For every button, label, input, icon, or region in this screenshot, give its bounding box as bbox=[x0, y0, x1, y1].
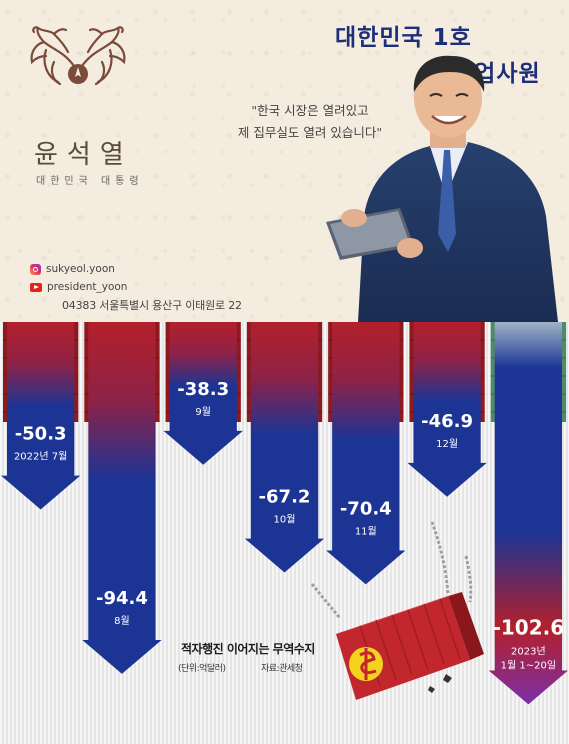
bar-arrow-2 bbox=[82, 322, 162, 674]
bar-arrow-5 bbox=[326, 322, 406, 585]
bar-value-label: -70.4 bbox=[340, 499, 392, 520]
youtube-icon bbox=[30, 282, 42, 292]
shipping-container-illustration bbox=[310, 521, 484, 700]
bar-category-label: 9월 bbox=[195, 406, 211, 418]
chart-title: 적자행진 이어지는 무역수지 bbox=[181, 642, 315, 656]
chart-unit-label: (단위:억달러) bbox=[178, 664, 226, 674]
bar-category-label: 2022년 7월 bbox=[14, 451, 67, 463]
bar-arrow-1 bbox=[1, 322, 81, 510]
address: 04383 서울특별시 용산구 이태원로 22 bbox=[62, 299, 242, 312]
bar-category-label: 12월 bbox=[436, 438, 458, 450]
bar-category-label: 2023년 bbox=[511, 646, 546, 658]
bar-value-label: -46.9 bbox=[421, 411, 473, 432]
trade-balance-chart-svg: -50.3 2022년 7월 -94.4 8월 -38.3 9월 -67.2 10월 -70.4… bbox=[1, 322, 568, 705]
bar-arrow-6 bbox=[407, 322, 487, 497]
bar-category-label: 10월 bbox=[274, 514, 296, 526]
chart-source-label: 자료:관세청 bbox=[261, 664, 303, 674]
bar-value-label: -67.2 bbox=[259, 487, 311, 508]
bar-category-label: 8월 bbox=[114, 615, 130, 627]
bar-category-label: 11월 bbox=[355, 526, 377, 538]
instagram-icon bbox=[30, 263, 41, 275]
instagram-text: sukyeol.yoon bbox=[46, 263, 115, 275]
trade-balance-chart: -50.3 2022년 7월 -94.4 8월 -38.3 9월 -67.2 10월 -70.4… bbox=[0, 322, 569, 744]
person-role: 대한민국 대통령 bbox=[36, 176, 144, 187]
bar-value-label: -50.3 bbox=[15, 424, 67, 445]
bar-arrow-4 bbox=[244, 322, 325, 573]
president-portrait bbox=[326, 55, 558, 322]
phoenix-emblem-icon bbox=[30, 26, 126, 86]
bar-value-label: -38.3 bbox=[177, 379, 229, 400]
instagram-handle[interactable]: sukyeol.yoon bbox=[30, 263, 115, 275]
bar-value-label: -94.4 bbox=[96, 588, 148, 609]
bar-value-label: -102.6 bbox=[493, 616, 565, 640]
bar-category-label: 1월 1~20일 bbox=[501, 660, 556, 672]
bar-arrow-3 bbox=[163, 322, 243, 465]
title-line1: 대한민국 1호 bbox=[335, 25, 472, 51]
person-name: 윤석열 bbox=[34, 140, 133, 170]
quote: "한국 시장은 열려있고 제 집무실도 열려 있습니다" bbox=[210, 100, 410, 144]
business-card: 대한민국 1호 영업사원 "한국 시장은 열려있고 제 집무실도 열려 있습니다… bbox=[0, 0, 569, 322]
quote-line1: "한국 시장은 열려있고 bbox=[251, 103, 369, 118]
quote-line2: 제 집무실도 열려 있습니다" bbox=[237, 125, 383, 140]
youtube-handle[interactable]: president_yoon bbox=[30, 281, 127, 293]
bar-arrow-7 bbox=[488, 322, 568, 705]
youtube-text: president_yoon bbox=[47, 281, 128, 293]
